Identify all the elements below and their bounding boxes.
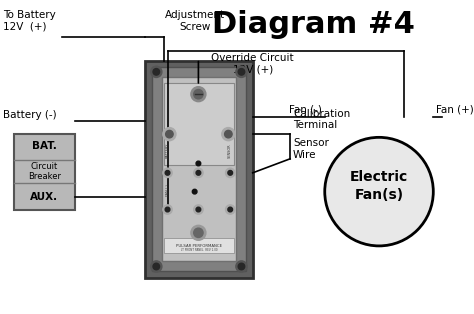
- Text: Override Circuit
12V (+): Override Circuit 12V (+): [211, 53, 294, 75]
- Text: Battery (-): Battery (-): [3, 110, 56, 120]
- Text: BAT.: BAT.: [32, 141, 57, 151]
- Circle shape: [194, 205, 203, 214]
- Circle shape: [238, 68, 245, 75]
- Text: PULSAR PERFORMANCE: PULSAR PERFORMANCE: [176, 244, 222, 248]
- Circle shape: [228, 207, 233, 212]
- Circle shape: [191, 225, 206, 240]
- Text: FAN (-): FAN (-): [165, 185, 170, 197]
- Circle shape: [151, 66, 162, 78]
- Circle shape: [226, 205, 235, 214]
- Text: BATTERY: BATTERY: [165, 143, 170, 158]
- Circle shape: [194, 228, 203, 237]
- Bar: [152, 67, 246, 271]
- Text: Circuit
Breaker: Circuit Breaker: [28, 162, 61, 181]
- Text: Electric
Fan(s): Electric Fan(s): [350, 170, 408, 202]
- Text: To Battery
12V  (+): To Battery 12V (+): [3, 10, 55, 32]
- Text: Adjustment
Screw: Adjustment Screw: [164, 10, 225, 32]
- Circle shape: [236, 261, 247, 272]
- Bar: [162, 78, 236, 261]
- Circle shape: [226, 168, 235, 177]
- Circle shape: [153, 263, 160, 270]
- Circle shape: [165, 171, 170, 175]
- Circle shape: [153, 68, 160, 75]
- Circle shape: [238, 263, 245, 270]
- Text: Sensor
Wire: Sensor Wire: [293, 138, 329, 160]
- Circle shape: [163, 127, 176, 141]
- Bar: [164, 83, 234, 165]
- Bar: [145, 61, 253, 278]
- Circle shape: [163, 205, 172, 214]
- Circle shape: [196, 161, 201, 166]
- Circle shape: [194, 89, 203, 99]
- Text: Diagram #4: Diagram #4: [212, 10, 415, 39]
- Circle shape: [163, 168, 172, 177]
- Circle shape: [165, 130, 173, 138]
- Text: SENSOR: SENSOR: [228, 143, 232, 158]
- Bar: [14, 133, 75, 210]
- Circle shape: [228, 171, 233, 175]
- Circle shape: [194, 168, 203, 177]
- Text: Calibration
Terminal: Calibration Terminal: [293, 109, 350, 130]
- Text: AUX.: AUX.: [30, 192, 58, 202]
- Circle shape: [325, 137, 433, 246]
- Text: Fan (-): Fan (-): [289, 105, 322, 115]
- Circle shape: [191, 87, 206, 102]
- Circle shape: [236, 66, 247, 78]
- Circle shape: [222, 127, 235, 141]
- Bar: [164, 238, 234, 253]
- Circle shape: [151, 261, 162, 272]
- Circle shape: [196, 207, 201, 212]
- Text: LT FRONT PANEL  REV 1.00: LT FRONT PANEL REV 1.00: [181, 248, 217, 252]
- Circle shape: [192, 189, 197, 194]
- Circle shape: [165, 207, 170, 212]
- Circle shape: [196, 171, 201, 175]
- Circle shape: [225, 130, 232, 138]
- Text: Fan (+): Fan (+): [436, 105, 474, 115]
